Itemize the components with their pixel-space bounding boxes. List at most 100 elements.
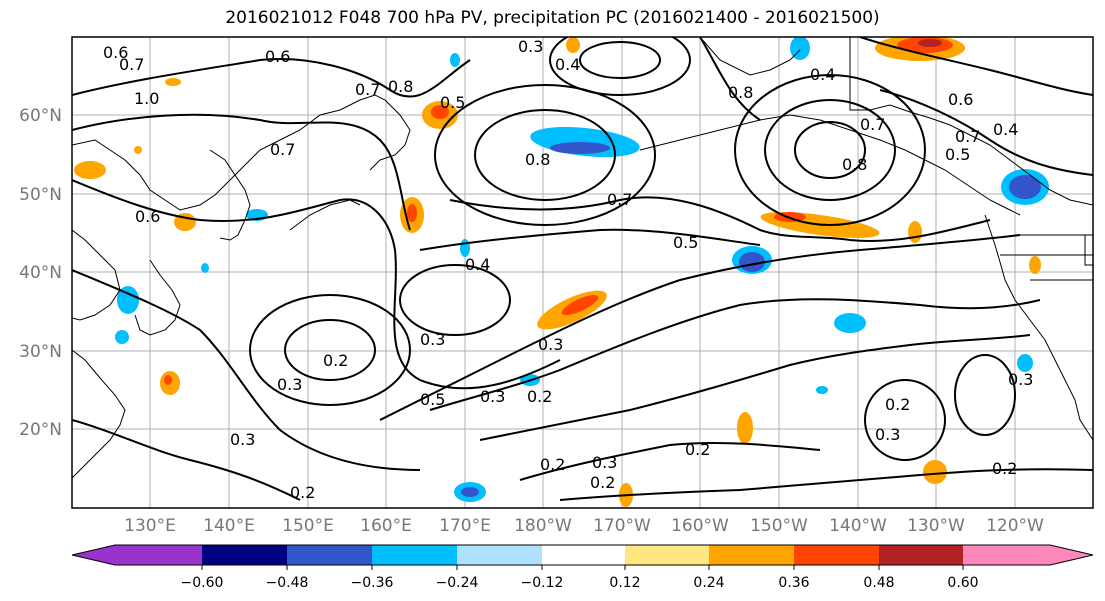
precip-area-positive — [407, 204, 417, 222]
contour-label: 0.7 — [955, 127, 980, 146]
colorbar: −0.60 −0.48 −0.36 −0.24 −0.12 0.12 0.24 … — [71, 544, 1094, 591]
colorbar-segment — [372, 545, 457, 565]
contour-label: 0.2 — [685, 440, 710, 459]
lon-tick-label: 160°W — [671, 516, 729, 536]
contour-label: 0.6 — [103, 43, 128, 62]
precip-area-positive — [561, 294, 599, 316]
colorbar-segment — [202, 545, 287, 565]
contour-label: 0.8 — [728, 83, 753, 102]
precip-area-negative — [739, 252, 765, 272]
contour-label: 0.4 — [555, 55, 580, 74]
lon-tick-label: 130°E — [124, 516, 176, 536]
precip-area-positive — [923, 460, 947, 484]
contour-label: 0.2 — [323, 351, 348, 370]
colorbar-outline — [71, 544, 1094, 566]
precip-area-positive — [918, 39, 942, 47]
contour-label: 0.6 — [135, 207, 160, 226]
contour-label: 0.6 — [948, 90, 973, 109]
precip-area-negative — [1017, 354, 1033, 372]
lon-tick-label: 150°E — [282, 516, 334, 536]
precip-area-positive — [737, 412, 753, 444]
longitude-axis: 130°E 140°E 150°E 160°E 170°E 180°W 170°… — [124, 516, 1044, 536]
lat-tick-label: 60°N — [19, 106, 62, 126]
colorbar-tick-label: −0.60 — [181, 575, 224, 591]
colorbar-tick-label: 0.24 — [693, 575, 724, 591]
lat-tick-label: 50°N — [19, 185, 62, 205]
precip-area-positive — [566, 37, 580, 53]
contour-label: 0.5 — [440, 93, 465, 112]
graticule — [72, 37, 1093, 508]
contour-label: 0.2 — [527, 387, 552, 406]
contour-label: 0.2 — [885, 395, 910, 414]
contour-label: 0.8 — [842, 155, 867, 174]
lat-tick-label: 30°N — [19, 342, 62, 362]
colorbar-segment — [72, 545, 202, 565]
contour-label: 1.0 — [134, 89, 159, 108]
precip-area-negative — [834, 313, 866, 333]
precip-area-negative — [550, 142, 610, 154]
contour-label: 0.7 — [355, 80, 380, 99]
colorbar-segment — [963, 545, 1093, 565]
colorbar-tick-label: −0.48 — [266, 575, 309, 591]
contour-label: 0.3 — [1008, 370, 1033, 389]
colorbar-tick-label: 0.12 — [609, 575, 640, 591]
contour-label: 0.4 — [465, 255, 490, 274]
precip-area-positive — [164, 375, 172, 385]
precip-area-negative — [1009, 175, 1041, 199]
contour-label: 0.6 — [265, 47, 290, 66]
contour-label: 0.3 — [420, 330, 445, 349]
contour-label: 0.2 — [290, 483, 315, 502]
map-border — [71, 36, 1094, 509]
contour-label: 0.4 — [810, 65, 835, 84]
contour-label: 0.7 — [270, 140, 295, 159]
colorbar-tick-label: −0.36 — [351, 575, 394, 591]
contour-label: 0.2 — [590, 473, 615, 492]
lon-tick-label: 150°W — [750, 516, 808, 536]
colorbar-segment — [709, 545, 794, 565]
colorbar-tick-label: 0.48 — [863, 575, 894, 591]
precip-area-negative — [117, 286, 139, 314]
precip-area-positive — [134, 146, 142, 154]
colorbar-segment — [625, 545, 709, 565]
colorbar-tick-label: −0.24 — [436, 575, 479, 591]
contour-label: 0.7 — [119, 55, 144, 74]
lon-tick-label: 180°W — [514, 516, 572, 536]
contour-label: 0.2 — [540, 455, 565, 474]
coastlines — [72, 37, 1093, 479]
lon-tick-label: 140°W — [829, 516, 887, 536]
contour-label: 0.3 — [538, 335, 563, 354]
precip-area-negative — [450, 53, 460, 67]
contour-label: 0.5 — [945, 145, 970, 164]
contour-labels: 0.6 0.7 1.0 0.6 0.7 0.6 0.7 0.8 0.5 0.3 … — [103, 37, 1033, 502]
contour-label: 0.3 — [480, 387, 505, 406]
colorbar-segment — [542, 545, 625, 565]
contour-label: 0.7 — [607, 190, 632, 209]
contour-label: 0.3 — [277, 375, 302, 394]
lon-tick-label: 140°E — [203, 516, 255, 536]
precip-area-negative — [201, 263, 209, 273]
lon-tick-label: 160°E — [360, 516, 412, 536]
contour-label: 0.3 — [518, 37, 543, 56]
lon-tick-label: 170°W — [593, 516, 651, 536]
precip-area-positive — [165, 78, 181, 86]
contour-label: 0.4 — [993, 120, 1018, 139]
lat-tick-label: 20°N — [19, 420, 62, 440]
colorbar-segment — [457, 545, 542, 565]
latitude-axis: 60°N 50°N 40°N 30°N 20°N — [19, 106, 62, 440]
colorbar-segment — [794, 545, 879, 565]
lon-tick-label: 170°E — [439, 516, 491, 536]
contour-label: 0.3 — [592, 453, 617, 472]
colorbar-segment — [287, 545, 372, 565]
colorbar-tick-label: 0.36 — [778, 575, 809, 591]
colorbar-segment — [879, 545, 963, 565]
precip-area-negative — [816, 386, 828, 394]
precip-shading — [74, 37, 1049, 507]
lon-tick-label: 130°W — [907, 516, 965, 536]
colorbar-tick-label: −0.12 — [521, 575, 564, 591]
contour-label: 0.2 — [992, 459, 1017, 478]
lon-tick-label: 120°W — [986, 516, 1044, 536]
contour-label: 0.5 — [673, 233, 698, 252]
contour-label: 0.8 — [388, 77, 413, 96]
pv-contours — [72, 37, 1093, 501]
